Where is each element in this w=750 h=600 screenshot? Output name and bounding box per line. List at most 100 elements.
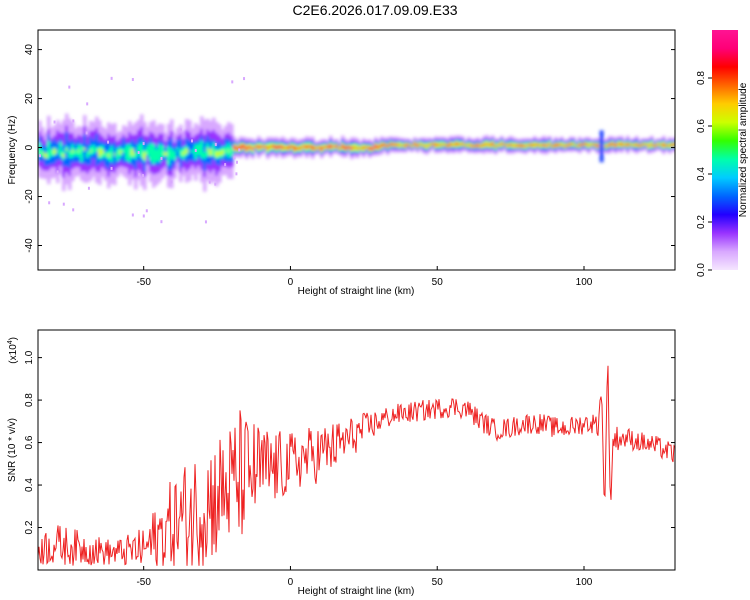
spectrogram-speckle xyxy=(214,182,217,186)
spectrogram-cell xyxy=(50,149,54,157)
spectrogram-cell xyxy=(425,145,429,147)
spectrogram-cell xyxy=(518,144,522,148)
spectrogram-ridge xyxy=(38,113,675,192)
spectrogram-cell xyxy=(398,144,402,146)
spectrogram-cell xyxy=(551,145,555,148)
spectrogram-cell xyxy=(287,145,291,150)
spectrogram-cell xyxy=(479,145,483,147)
spectrogram-cell xyxy=(428,144,432,146)
spectrogram-cell xyxy=(284,147,288,149)
snr-x-tick-label: 0 xyxy=(288,577,294,588)
snr-y-tick-label: 0.6 xyxy=(24,435,35,449)
spectrogram-cell xyxy=(566,145,570,147)
spectrogram-cell xyxy=(86,151,90,159)
spectrogram-cell xyxy=(632,144,636,146)
spectrogram-cell xyxy=(446,144,450,148)
spectrogram-cell xyxy=(650,143,654,146)
spectrogram-cell xyxy=(431,143,435,146)
spectrogram-speckle xyxy=(235,172,238,176)
spectrogram-speckle xyxy=(191,139,194,143)
spectrogram-cell xyxy=(200,140,204,158)
spectrogram-cell xyxy=(140,142,144,159)
spectrogram-x-tick-label: -50 xyxy=(136,277,151,288)
spectrogram-cell xyxy=(575,145,579,148)
spectrogram-frame xyxy=(37,29,676,271)
spectrogram-cell xyxy=(452,144,456,146)
spectrogram-cell xyxy=(608,143,612,147)
spectrogram-cell xyxy=(455,142,459,146)
spectrogram-cell xyxy=(320,146,324,151)
spectrogram-cell xyxy=(56,150,60,153)
spectrogram-cell xyxy=(602,145,606,147)
spectrogram-cell xyxy=(362,146,366,150)
spectrogram-cell xyxy=(443,144,447,146)
spectrogram-cell xyxy=(146,145,150,155)
spectrogram-cell xyxy=(461,143,465,145)
spectrogram-cell xyxy=(530,143,534,147)
snr-y-ticks: 0.2 0.4 0.6 0.8 1.0 xyxy=(24,350,675,534)
spectrogram-cell xyxy=(458,143,462,146)
snr-y-tick-label: 0.4 xyxy=(24,478,35,492)
snr-y-axis-label: SNR (10 * v/v) xyxy=(7,418,18,482)
spectrogram-speckle xyxy=(208,180,211,184)
spectrogram-speckle xyxy=(231,80,234,84)
spectrogram-speckle xyxy=(145,209,148,213)
spectrogram-cell xyxy=(647,145,651,147)
colorbar-tick-label: 0.8 xyxy=(696,71,707,85)
spectrogram-cell xyxy=(98,148,102,157)
spectrogram-cell xyxy=(545,144,549,147)
spectrogram-x-tick-label: 50 xyxy=(432,277,444,288)
spectrogram-cell xyxy=(83,147,87,150)
spectrogram-speckle xyxy=(214,142,217,146)
spectrogram-cell xyxy=(350,147,354,150)
snr-multiplier-exponent: 4 xyxy=(7,340,14,344)
spectrogram-speckle xyxy=(141,174,144,178)
spectrogram-cell xyxy=(605,145,609,148)
spectrogram-cell xyxy=(662,143,666,147)
spectrogram-cell xyxy=(77,150,81,152)
spectrogram-speckle xyxy=(131,213,134,217)
colorbar-tick-label: 0.0 xyxy=(696,263,707,277)
spectrogram-y-ticks: 40 20 0 -20 -40 xyxy=(24,44,675,253)
spectrogram-cell xyxy=(62,153,66,157)
svg-text:(x104): (x104) xyxy=(7,337,19,364)
spectrogram-cell xyxy=(365,146,369,149)
spectrogram-cell xyxy=(65,149,69,151)
snr-frame xyxy=(37,329,676,571)
spectrogram-cell xyxy=(635,143,639,147)
spectrogram-cell xyxy=(116,148,120,161)
spectrogram-cell xyxy=(332,145,336,148)
spectrogram-cell xyxy=(218,151,222,156)
spectrogram-panel: -50 0 50 100 40 20 0 -20 -40 Height of straight… xyxy=(7,29,676,297)
spectrogram-cell xyxy=(245,148,249,150)
spectrogram-cell xyxy=(347,146,351,148)
spectrogram-cell xyxy=(113,153,117,155)
spectrogram-cell xyxy=(512,145,516,147)
spectrogram-cell xyxy=(494,145,498,147)
spectrogram-cell xyxy=(254,145,258,148)
spectrogram-speckle xyxy=(204,220,207,224)
spectrogram-speckle xyxy=(48,201,51,205)
spectrogram-cell xyxy=(128,144,132,163)
spectrogram-cell xyxy=(395,143,399,146)
spectrogram-cell xyxy=(260,146,264,148)
spectrogram-cell xyxy=(407,144,411,146)
spectrogram-cell xyxy=(548,143,552,145)
spectrogram-cell xyxy=(329,145,333,148)
spectrogram-cell xyxy=(572,143,576,145)
spectrogram-cell xyxy=(614,144,618,147)
spectrogram-speckle xyxy=(142,142,145,146)
spectrogram-cell xyxy=(503,144,507,146)
spectrogram-cell xyxy=(314,147,318,150)
spectrogram-speckle xyxy=(142,214,145,218)
spectrogram-cell xyxy=(74,149,78,156)
spectrogram-cell xyxy=(467,144,471,146)
spectrogram-speckle xyxy=(194,148,197,152)
spectrogram-cell xyxy=(584,142,588,146)
spectrogram-cell xyxy=(515,144,519,147)
spectrogram-speckle xyxy=(138,173,141,177)
spectrogram-cell xyxy=(554,143,558,147)
spectrogram-cell xyxy=(305,145,309,150)
spectrogram-cell xyxy=(38,142,42,156)
